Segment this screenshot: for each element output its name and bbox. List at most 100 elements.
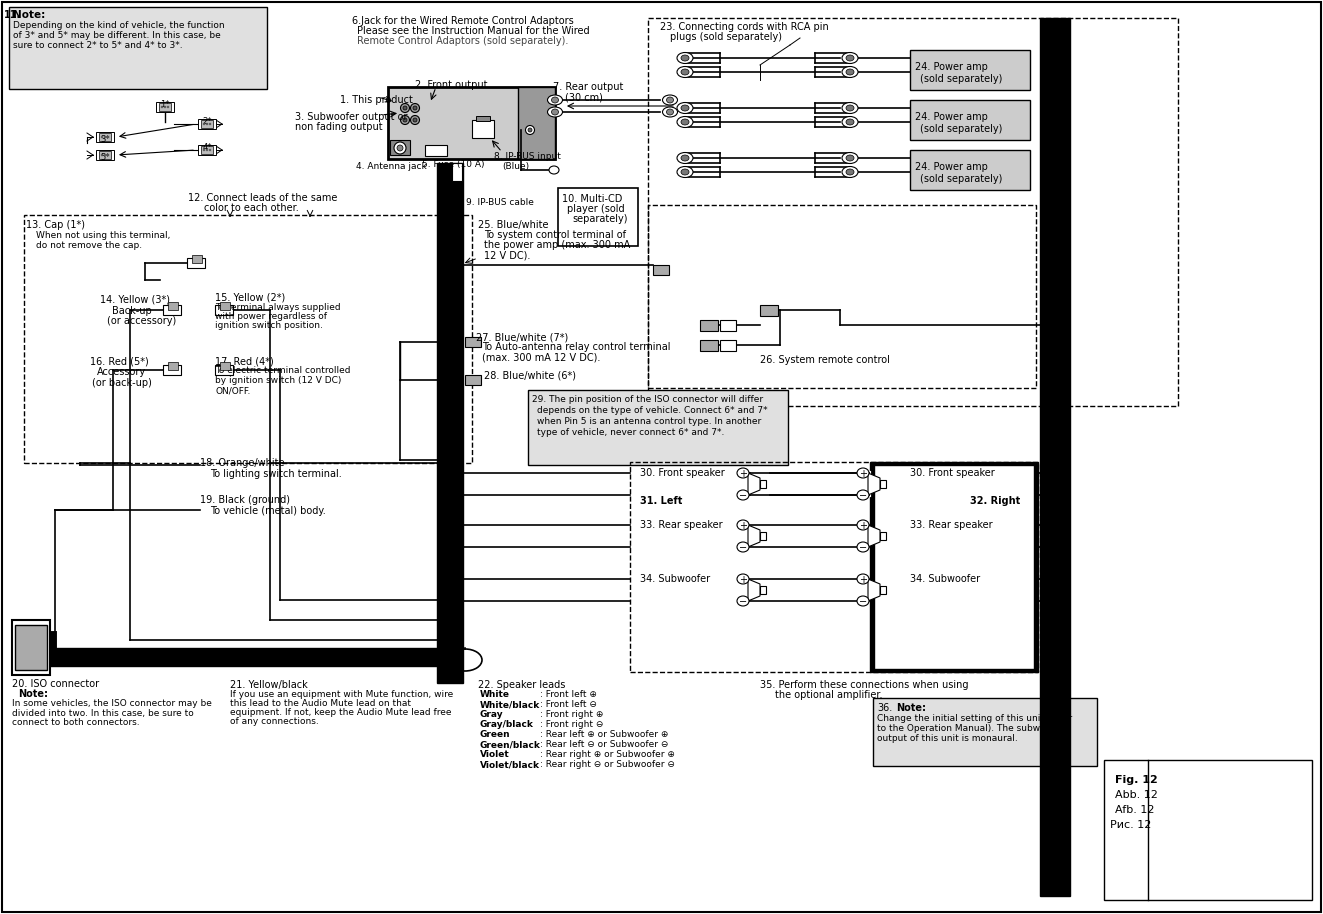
Polygon shape — [868, 525, 880, 547]
Bar — [873, 698, 1097, 766]
Text: 34. Subwoofer: 34. Subwoofer — [640, 574, 710, 584]
Bar — [648, 205, 1036, 388]
Bar — [99, 151, 111, 159]
Ellipse shape — [841, 102, 859, 113]
Bar — [163, 305, 181, 315]
Text: Violet/black: Violet/black — [480, 760, 540, 769]
Bar — [759, 532, 766, 540]
Ellipse shape — [164, 106, 165, 108]
Text: 3. Subwoofer output or: 3. Subwoofer output or — [295, 112, 407, 122]
Text: 24. Power amp: 24. Power amp — [916, 62, 988, 72]
Bar — [759, 586, 766, 594]
Text: 27. Blue/white (7*): 27. Blue/white (7*) — [476, 332, 569, 342]
Text: 16. Red (5*): 16. Red (5*) — [90, 356, 148, 366]
Ellipse shape — [677, 102, 693, 113]
Bar — [875, 465, 1035, 669]
Text: 24. Power amp: 24. Power amp — [916, 162, 988, 172]
Text: Please see the Instruction Manual for the Wired: Please see the Instruction Manual for th… — [357, 26, 590, 36]
Ellipse shape — [677, 153, 693, 164]
Ellipse shape — [101, 136, 103, 138]
Text: Accessory: Accessory — [97, 367, 146, 377]
Text: If you use an equipment with Mute function, wire: If you use an equipment with Mute functi… — [230, 690, 454, 699]
Text: type of vehicle, never connect 6* and 7*.: type of vehicle, never connect 6* and 7*… — [537, 428, 725, 437]
Text: 8. IP-BUS input: 8. IP-BUS input — [493, 152, 561, 161]
Ellipse shape — [101, 154, 103, 156]
Text: (or accessory): (or accessory) — [107, 316, 176, 326]
Bar — [437, 163, 463, 683]
Text: +: + — [740, 469, 747, 479]
Text: : Front right ⊕: : Front right ⊕ — [540, 710, 603, 719]
Bar — [390, 140, 410, 155]
Text: Abb. 12: Abb. 12 — [1115, 790, 1158, 800]
Ellipse shape — [548, 107, 562, 117]
Text: : Rear left ⊖ or Subwoofer ⊖: : Rear left ⊖ or Subwoofer ⊖ — [540, 740, 668, 749]
Polygon shape — [747, 525, 759, 547]
Bar — [220, 302, 230, 310]
Text: 24. Power amp: 24. Power amp — [916, 112, 988, 122]
Bar — [216, 305, 233, 315]
Ellipse shape — [413, 106, 417, 110]
Text: Change the initial setting of this unit (refer: Change the initial setting of this unit … — [877, 714, 1072, 723]
Text: (30 cm): (30 cm) — [565, 92, 603, 102]
Text: (sold separately): (sold separately) — [919, 74, 1003, 84]
Text: do not remove the cap.: do not remove the cap. — [36, 241, 142, 250]
Ellipse shape — [845, 105, 855, 111]
Text: 4*: 4* — [202, 143, 212, 152]
Text: by ignition switch (12 V DC): by ignition switch (12 V DC) — [216, 376, 341, 385]
Ellipse shape — [677, 52, 693, 63]
Text: −: − — [859, 597, 867, 607]
Text: plugs (sold separately): plugs (sold separately) — [669, 32, 782, 42]
Ellipse shape — [845, 119, 855, 125]
Ellipse shape — [404, 106, 407, 110]
Text: 35. Perform these connections when using: 35. Perform these connections when using — [759, 680, 968, 690]
Bar — [192, 255, 202, 263]
Bar — [720, 320, 736, 331]
Text: 1. This product: 1. This product — [340, 95, 413, 105]
Text: 14. Yellow (3*): 14. Yellow (3*) — [101, 295, 169, 305]
Text: Green/black: Green/black — [480, 740, 541, 749]
Text: Note:: Note: — [896, 703, 926, 713]
Bar — [700, 320, 718, 331]
Text: output of this unit is monaural.: output of this unit is monaural. — [877, 734, 1017, 743]
Text: 30. Front speaker: 30. Front speaker — [640, 468, 725, 478]
Text: 5*: 5* — [101, 153, 110, 162]
Text: To lighting switch terminal.: To lighting switch terminal. — [210, 469, 341, 479]
Bar — [880, 532, 886, 540]
Ellipse shape — [845, 55, 855, 61]
Text: : Front left ⊖: : Front left ⊖ — [540, 700, 597, 709]
Text: 36.: 36. — [877, 703, 892, 713]
Text: of 3* and 5* may be different. In this case, be: of 3* and 5* may be different. In this c… — [13, 31, 221, 40]
Text: 33. Rear speaker: 33. Rear speaker — [640, 520, 722, 530]
Bar — [880, 480, 886, 488]
Bar — [97, 150, 114, 160]
Bar — [528, 390, 789, 465]
Text: when Pin 5 is an antenna control type. In another: when Pin 5 is an antenna control type. I… — [537, 417, 761, 426]
Text: Fig. 12: Fig. 12 — [1115, 775, 1158, 785]
Text: −: − — [859, 491, 867, 501]
Text: separately): separately) — [572, 214, 627, 224]
Text: To terminal always supplied: To terminal always supplied — [216, 303, 340, 312]
Bar — [24, 215, 472, 463]
Bar — [910, 50, 1031, 90]
Text: equipment. If not, keep the Audio Mute lead free: equipment. If not, keep the Audio Mute l… — [230, 708, 451, 717]
Ellipse shape — [206, 123, 208, 125]
Polygon shape — [747, 579, 759, 601]
Text: Note:: Note: — [13, 10, 45, 20]
Text: ON/OFF.: ON/OFF. — [216, 386, 250, 395]
Bar — [9, 7, 267, 89]
Text: : Front right ⊖: : Front right ⊖ — [540, 720, 603, 729]
Bar — [464, 375, 482, 385]
Text: 20. ISO connector: 20. ISO connector — [12, 679, 99, 689]
Ellipse shape — [202, 149, 205, 151]
Text: 22. Speaker leads: 22. Speaker leads — [478, 680, 565, 690]
Text: 13. Cap (1*): 13. Cap (1*) — [26, 220, 85, 230]
Ellipse shape — [677, 116, 693, 127]
Polygon shape — [868, 579, 880, 601]
Bar — [187, 258, 205, 268]
Ellipse shape — [737, 490, 749, 500]
Text: color to each other.: color to each other. — [204, 203, 299, 213]
Text: 18. Orange/white: 18. Orange/white — [200, 458, 284, 468]
Ellipse shape — [841, 116, 859, 127]
Text: White: White — [480, 690, 509, 699]
Ellipse shape — [528, 128, 532, 132]
